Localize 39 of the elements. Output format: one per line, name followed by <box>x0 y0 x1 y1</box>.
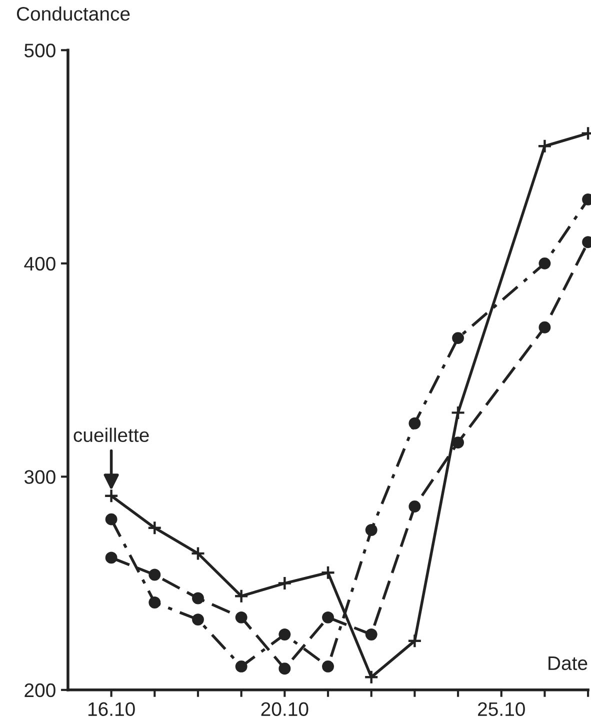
y-tick-label: 500 <box>24 44 56 58</box>
point <box>190 546 206 561</box>
y-tick-label: 400 <box>24 256 56 271</box>
point <box>105 513 118 526</box>
point <box>192 614 204 626</box>
point <box>322 611 334 624</box>
point <box>105 552 118 564</box>
point <box>147 520 162 536</box>
x-tick-label: 20.10 <box>261 702 308 716</box>
point <box>452 332 464 344</box>
point <box>538 257 551 270</box>
point <box>407 634 422 648</box>
point <box>277 576 292 591</box>
point <box>148 596 161 608</box>
annotation: cueillette <box>74 428 149 442</box>
point <box>234 588 249 604</box>
point <box>192 592 204 604</box>
point <box>450 405 466 420</box>
point <box>320 565 336 580</box>
point <box>365 524 378 536</box>
x-tick-label: 16.10 <box>88 702 135 716</box>
point <box>452 436 464 449</box>
x-axis-title: Date <box>548 656 588 670</box>
point <box>278 662 291 675</box>
point <box>278 628 291 640</box>
y-tick-label: 300 <box>24 470 56 484</box>
y-tick-label: 200 <box>24 683 56 698</box>
point <box>364 670 379 684</box>
point <box>148 568 161 581</box>
point <box>408 500 421 512</box>
point <box>365 628 378 640</box>
point <box>538 321 551 334</box>
x-tick-label: 25.10 <box>478 702 525 716</box>
point <box>322 660 334 672</box>
point <box>235 611 248 624</box>
y-axis-title: Conductance <box>16 6 130 21</box>
point <box>235 660 248 672</box>
point <box>537 138 552 154</box>
point <box>408 417 421 430</box>
